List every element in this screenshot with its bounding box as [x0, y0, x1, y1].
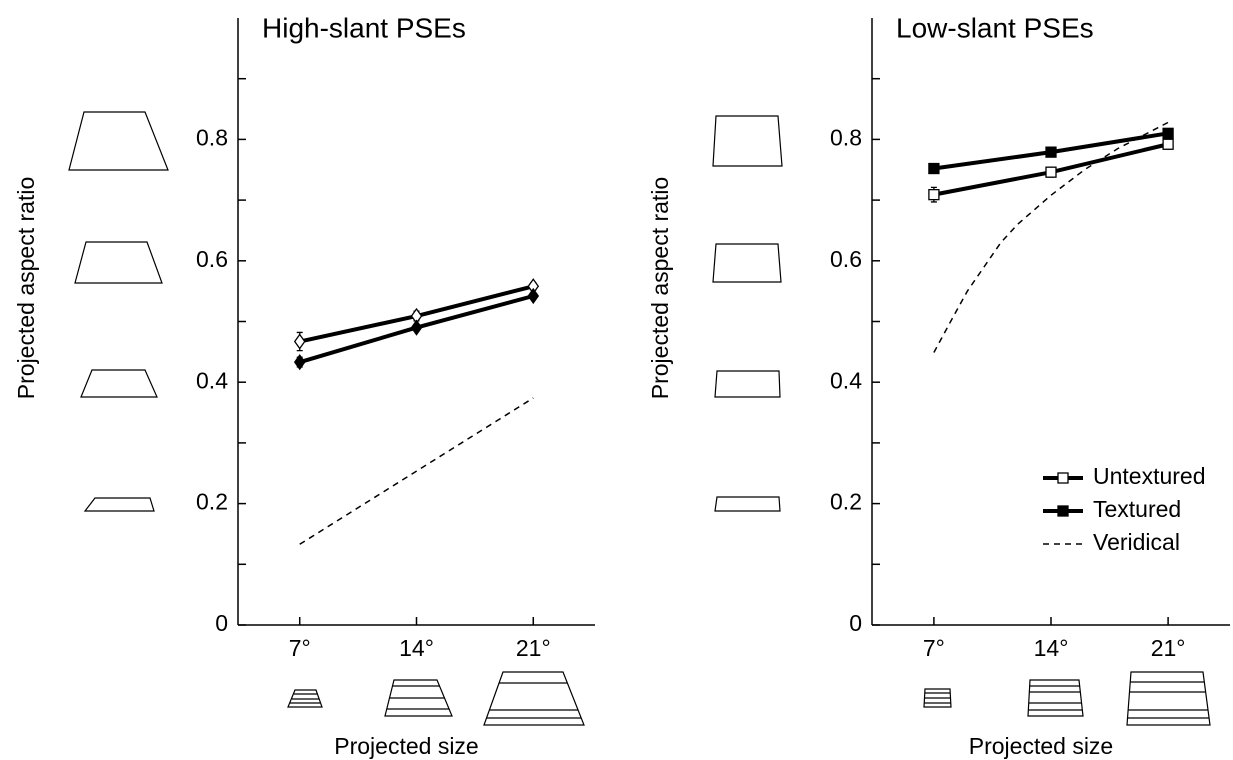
- icon: [68, 111, 169, 171]
- y-axis-label: Projected aspect ratio: [13, 177, 39, 399]
- legend-label: Untextured: [1093, 463, 1206, 489]
- x-tick-label: 7°: [923, 635, 945, 661]
- icon: [80, 369, 158, 398]
- legend-label: Textured: [1093, 496, 1181, 522]
- y-tick-label: 0.8: [830, 124, 862, 150]
- y-tick-label: 0.4: [196, 367, 228, 393]
- x-tick-label: 21°: [516, 635, 551, 661]
- legend-label: Veridical: [1093, 529, 1180, 555]
- x-axis-label: Projected size: [334, 733, 478, 759]
- y-tick-label: 0.6: [196, 246, 228, 272]
- y-tick-label: 0: [215, 610, 228, 636]
- icon: [714, 370, 781, 398]
- marker: [1045, 146, 1057, 158]
- icon: [1126, 671, 1211, 726]
- marker: [928, 162, 940, 175]
- legend-marker: [1057, 472, 1069, 484]
- legend-marker: [1057, 505, 1069, 517]
- x-tick-label: 14°: [1034, 635, 1069, 661]
- icon: [384, 679, 453, 717]
- icon: [74, 241, 163, 284]
- icon: [712, 243, 782, 283]
- series-line: [299, 397, 534, 545]
- marker: [928, 188, 940, 201]
- icon: [712, 115, 783, 167]
- icon: [714, 496, 781, 512]
- marker: [527, 287, 540, 305]
- marker: [1162, 138, 1174, 150]
- icon: [483, 671, 585, 726]
- y-axis-label: Projected aspect ratio: [647, 177, 673, 399]
- marker: [410, 319, 423, 336]
- y-tick-label: 0.2: [196, 489, 228, 515]
- stimulus-icons: [68, 111, 1211, 726]
- x-tick-label: 7°: [289, 635, 311, 661]
- chart-title: High-slant PSEs: [262, 12, 466, 43]
- marker: [1162, 127, 1174, 139]
- y-tick-label: 0.6: [830, 246, 862, 272]
- marker: [293, 333, 306, 350]
- x-tick-label: 14°: [399, 635, 434, 661]
- icon: [923, 688, 952, 708]
- y-tick-label: 0.4: [830, 367, 862, 393]
- x-axis-label: Projected size: [969, 733, 1113, 759]
- icon: [1027, 679, 1084, 717]
- y-tick-label: 0: [849, 610, 862, 636]
- chart-title: Low-slant PSEs: [896, 12, 1094, 43]
- icon: [83, 497, 155, 512]
- icon: [287, 689, 323, 708]
- y-tick-label: 0.8: [196, 124, 228, 150]
- y-tick-label: 0.2: [830, 489, 862, 515]
- x-tick-label: 21°: [1151, 635, 1186, 661]
- marker: [293, 354, 306, 371]
- marker: [1045, 166, 1057, 178]
